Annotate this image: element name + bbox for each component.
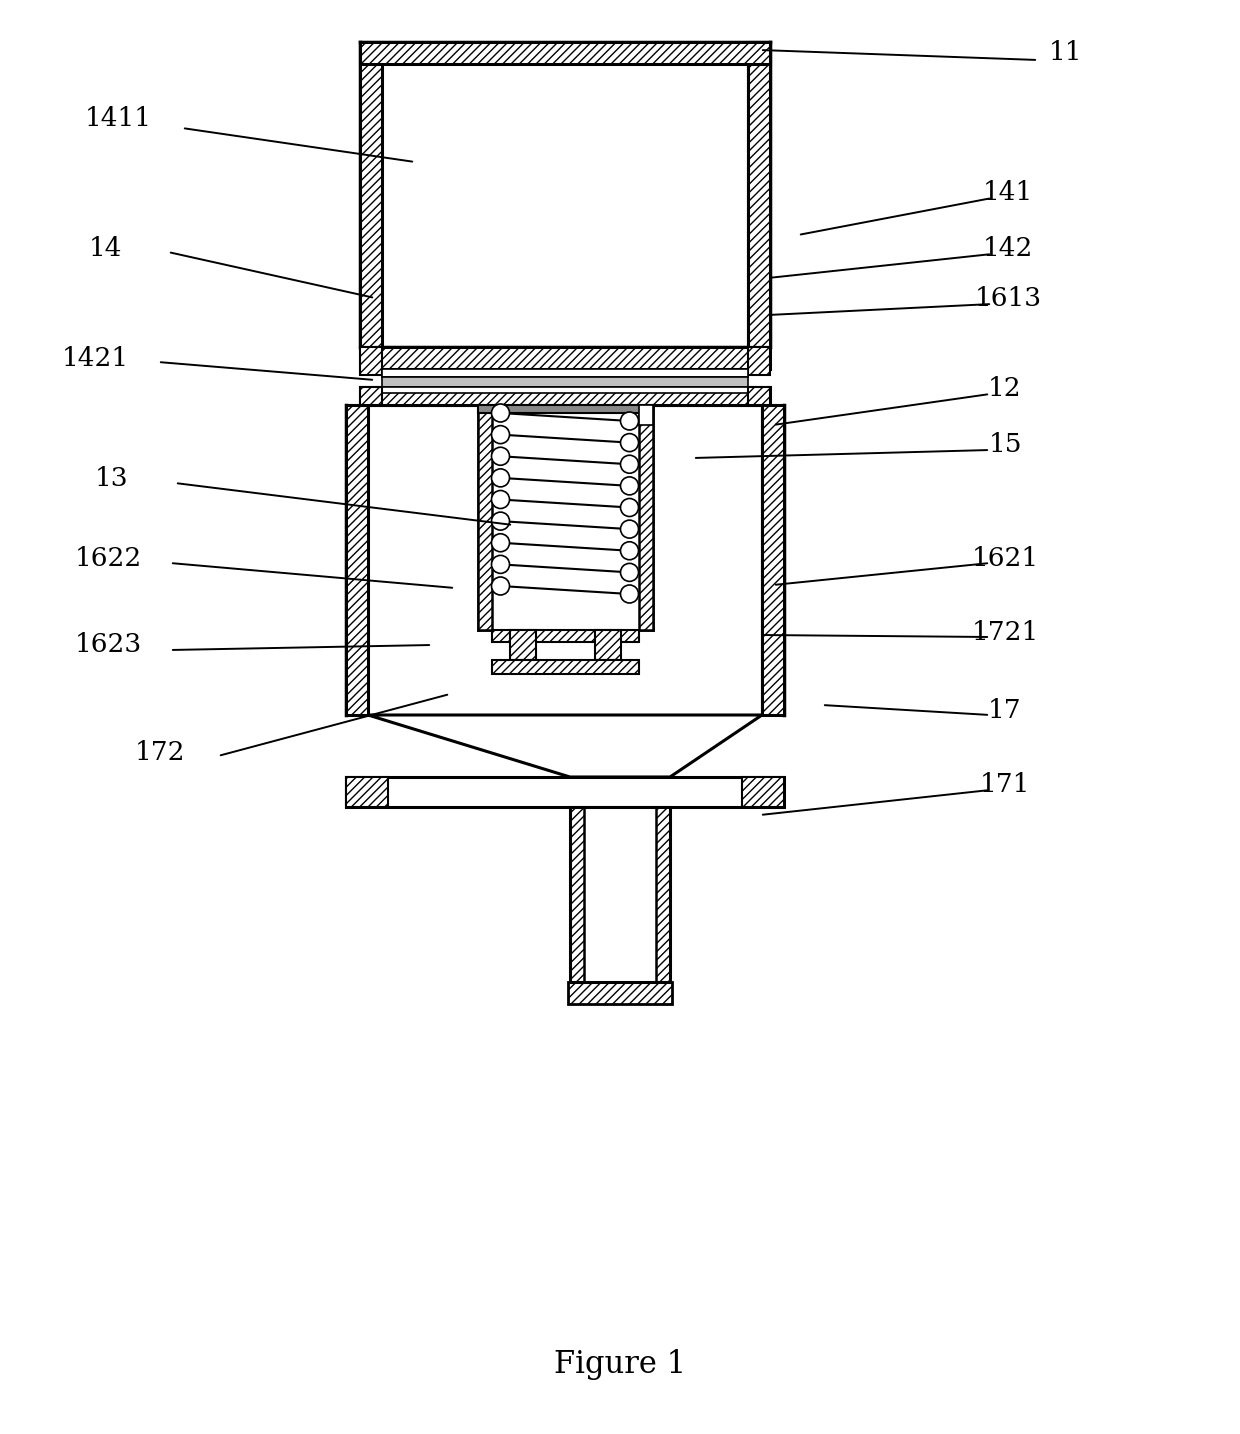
Bar xyxy=(748,387,770,404)
Circle shape xyxy=(491,447,510,465)
Circle shape xyxy=(620,564,639,581)
Text: 1621: 1621 xyxy=(971,545,1039,571)
Text: 141: 141 xyxy=(983,179,1033,205)
Bar xyxy=(360,42,770,65)
Polygon shape xyxy=(368,716,763,777)
Bar xyxy=(346,777,784,807)
Bar xyxy=(477,404,652,413)
Bar xyxy=(491,660,639,674)
Circle shape xyxy=(491,555,510,574)
Bar xyxy=(360,347,382,376)
Text: 1613: 1613 xyxy=(975,285,1042,311)
Circle shape xyxy=(620,455,639,473)
Bar xyxy=(748,42,770,347)
Circle shape xyxy=(491,533,510,552)
Bar xyxy=(382,65,748,347)
Bar xyxy=(491,630,639,642)
Text: 1421: 1421 xyxy=(62,346,129,370)
Circle shape xyxy=(491,490,510,509)
Circle shape xyxy=(491,576,510,595)
Circle shape xyxy=(620,585,639,604)
Text: 142: 142 xyxy=(983,235,1033,261)
Bar xyxy=(368,404,763,716)
Circle shape xyxy=(620,499,639,516)
Circle shape xyxy=(620,542,639,559)
Bar xyxy=(742,777,784,807)
Bar xyxy=(639,404,652,424)
Circle shape xyxy=(491,426,510,443)
Text: 1411: 1411 xyxy=(84,106,151,130)
Text: 11: 11 xyxy=(1048,40,1081,65)
Bar xyxy=(748,347,770,376)
Circle shape xyxy=(620,521,639,538)
Text: 1623: 1623 xyxy=(74,632,141,658)
Bar xyxy=(382,369,748,377)
Text: 171: 171 xyxy=(980,773,1030,797)
Circle shape xyxy=(620,478,639,495)
Bar xyxy=(382,377,748,387)
Bar xyxy=(594,630,620,660)
Circle shape xyxy=(491,512,510,531)
Bar xyxy=(360,387,382,404)
Bar xyxy=(639,404,652,630)
Bar xyxy=(346,777,388,807)
Bar xyxy=(477,404,491,630)
Bar xyxy=(360,387,770,404)
Circle shape xyxy=(491,469,510,488)
Text: 1622: 1622 xyxy=(74,545,141,571)
Text: 13: 13 xyxy=(95,466,129,490)
Bar xyxy=(360,42,382,347)
Text: Figure 1: Figure 1 xyxy=(554,1349,686,1381)
Circle shape xyxy=(620,433,639,452)
Bar xyxy=(360,347,770,369)
Bar xyxy=(584,807,656,982)
Circle shape xyxy=(491,404,510,422)
Text: 14: 14 xyxy=(88,235,122,261)
Bar xyxy=(510,630,536,660)
Text: 1721: 1721 xyxy=(971,619,1039,644)
Text: 12: 12 xyxy=(988,376,1022,400)
Bar xyxy=(491,404,639,630)
Circle shape xyxy=(620,412,639,430)
Bar xyxy=(570,807,584,982)
Bar xyxy=(382,387,748,393)
Bar xyxy=(568,982,672,1004)
Bar xyxy=(570,807,670,982)
Text: 17: 17 xyxy=(988,697,1022,723)
Bar xyxy=(656,807,670,982)
Text: 15: 15 xyxy=(988,433,1022,457)
Bar xyxy=(763,404,784,716)
Bar xyxy=(346,404,368,716)
Text: 172: 172 xyxy=(135,740,185,764)
